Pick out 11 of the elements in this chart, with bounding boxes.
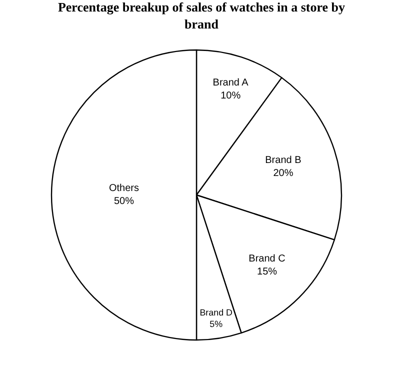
slice-label: Others [108,183,140,194]
chart-title: Percentage breakup of sales of watches in a store by brand [58,0,346,32]
data-label: 15% [257,266,278,278]
data-label: 10% [220,90,241,102]
data-label: 20% [273,168,294,179]
data-label: 5% [210,318,223,329]
data-label: 50% [114,196,134,207]
slice-label: Brand A [212,78,249,89]
slice-label: Brand B [265,154,302,166]
slice-label: Brand C [248,254,286,265]
slice-label: Brand D [200,307,234,318]
